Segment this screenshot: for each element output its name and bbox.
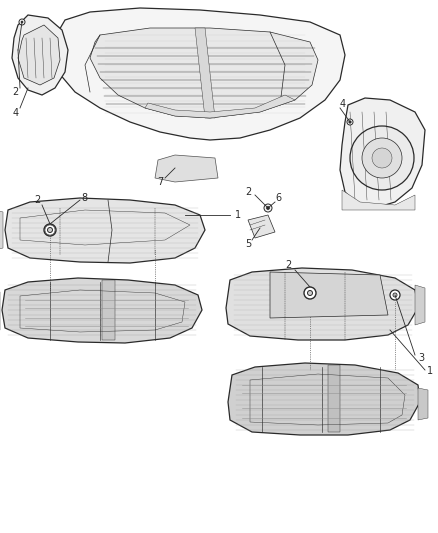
Polygon shape (145, 95, 295, 118)
Circle shape (393, 293, 397, 297)
Circle shape (347, 119, 353, 125)
Polygon shape (90, 28, 318, 118)
Circle shape (362, 138, 402, 178)
Polygon shape (415, 285, 425, 325)
Text: 1: 1 (235, 210, 241, 220)
Text: 7: 7 (157, 177, 163, 187)
Circle shape (372, 148, 392, 168)
Polygon shape (328, 365, 340, 432)
Text: 8: 8 (81, 193, 87, 203)
Text: 2: 2 (12, 87, 18, 97)
Polygon shape (12, 15, 68, 95)
Text: 4: 4 (340, 99, 346, 109)
Polygon shape (2, 278, 202, 343)
Text: 6: 6 (275, 193, 281, 203)
Text: 2: 2 (34, 195, 40, 205)
Circle shape (264, 204, 272, 212)
Polygon shape (155, 155, 218, 182)
Circle shape (349, 121, 351, 123)
Circle shape (47, 228, 53, 232)
Polygon shape (102, 280, 115, 340)
Polygon shape (248, 215, 275, 238)
Text: 2: 2 (285, 260, 291, 270)
Circle shape (44, 224, 56, 236)
Text: 1: 1 (427, 366, 433, 376)
Text: 3: 3 (418, 353, 424, 363)
Polygon shape (418, 388, 428, 420)
Circle shape (350, 126, 414, 190)
Polygon shape (228, 363, 420, 435)
Text: 4: 4 (13, 108, 19, 118)
Circle shape (390, 290, 400, 300)
Text: 5: 5 (245, 239, 251, 249)
Polygon shape (340, 98, 425, 208)
Polygon shape (5, 198, 205, 263)
Polygon shape (0, 210, 3, 250)
Polygon shape (18, 25, 60, 85)
Polygon shape (342, 190, 415, 210)
Polygon shape (52, 8, 345, 140)
Circle shape (21, 21, 23, 23)
Polygon shape (226, 268, 418, 340)
Text: 2: 2 (245, 187, 251, 197)
Circle shape (307, 290, 312, 295)
Circle shape (304, 287, 316, 299)
Circle shape (266, 206, 269, 209)
Polygon shape (195, 28, 215, 118)
Polygon shape (270, 272, 388, 318)
Circle shape (19, 19, 25, 25)
